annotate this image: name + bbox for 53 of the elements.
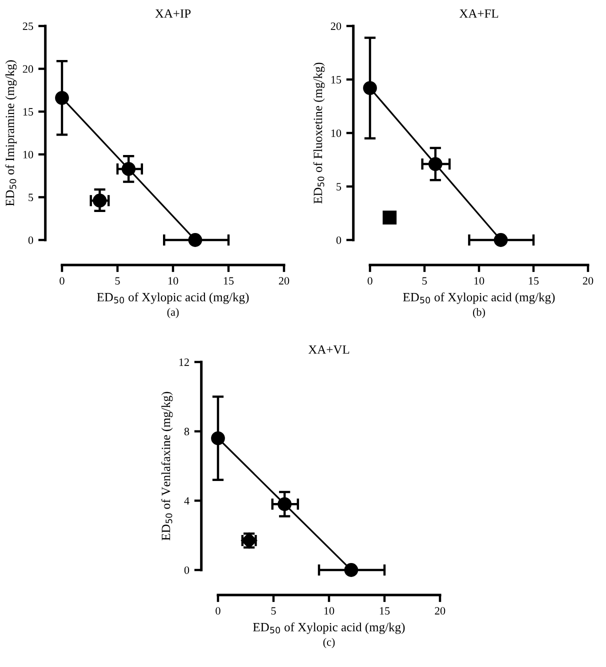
y-tick-label: 15	[23, 108, 34, 116]
x-tick-label: 20	[278, 277, 290, 285]
point	[363, 81, 377, 96]
point	[382, 210, 397, 224]
chart-title: XA+FL	[459, 9, 498, 18]
x-tick-label: 10	[474, 277, 484, 285]
y-tick-label: 4	[184, 497, 190, 505]
x-axis-title: ED$_{50}$ of Xylopic acid (mg/kg)	[253, 622, 405, 634]
point	[278, 497, 292, 512]
text: (a)	[167, 308, 179, 318]
point	[344, 563, 358, 577]
y-tick-label: 0	[336, 236, 342, 244]
y-axis-title: ED$_{50}$ of Imipramine (mg/kg)	[5, 60, 17, 206]
y-tick-label: 20	[330, 22, 342, 30]
x-tick-label: 10	[168, 277, 178, 285]
y-tick-label: 8	[184, 428, 190, 436]
y-tick-label: 10	[23, 150, 34, 158]
x-axis-title: ED$_{50}$ of Xylopic acid (mg/kg)	[403, 292, 555, 304]
y-tick-label: 5	[28, 194, 34, 202]
x-tick-label: 15	[380, 607, 390, 615]
y-tick-label: 0	[28, 236, 34, 244]
point	[122, 162, 136, 176]
y-tick-label: 12	[179, 358, 189, 366]
point	[55, 90, 69, 105]
x-tick-label: 5	[115, 277, 120, 285]
x-tick-label: 20	[582, 277, 594, 285]
text: (c)	[323, 638, 335, 648]
x-tick-label: 20	[434, 607, 446, 615]
chart-title: XA+IP	[155, 9, 191, 18]
y-tick-label: 15	[331, 76, 342, 84]
x-tick-label: 0	[368, 277, 372, 285]
point	[494, 233, 508, 247]
point	[211, 431, 225, 446]
y-tick-label: 5	[336, 183, 342, 190]
x-tick-label: 10	[324, 607, 334, 615]
y-axis-title: ED$_{50}$ of Fluoxetine (mg/kg)	[313, 62, 325, 204]
y-tick-label: 0	[184, 566, 190, 574]
y-tick-label: 25	[22, 22, 34, 30]
x-axis-title: ED$_{50}$ of Xylopic acid (mg/kg)	[97, 292, 249, 304]
x-tick-label: 0	[60, 277, 64, 285]
point	[428, 157, 442, 171]
point	[92, 194, 107, 208]
x-tick-label: 0	[216, 607, 220, 615]
x-tick-label: 5	[422, 277, 427, 285]
y-tick-label: 20	[22, 65, 34, 73]
x-tick-label: 15	[224, 277, 234, 285]
x-tick-label: 5	[271, 607, 276, 615]
text: (b)	[473, 308, 485, 318]
chart-title: XA+VL	[308, 345, 350, 354]
x-tick-label: 15	[528, 277, 539, 285]
y-tick-label: 10	[331, 129, 342, 137]
point	[188, 233, 202, 247]
y-axis-title: ED$_{50}$ of Venlafaxine (mg/kg)	[161, 392, 173, 540]
